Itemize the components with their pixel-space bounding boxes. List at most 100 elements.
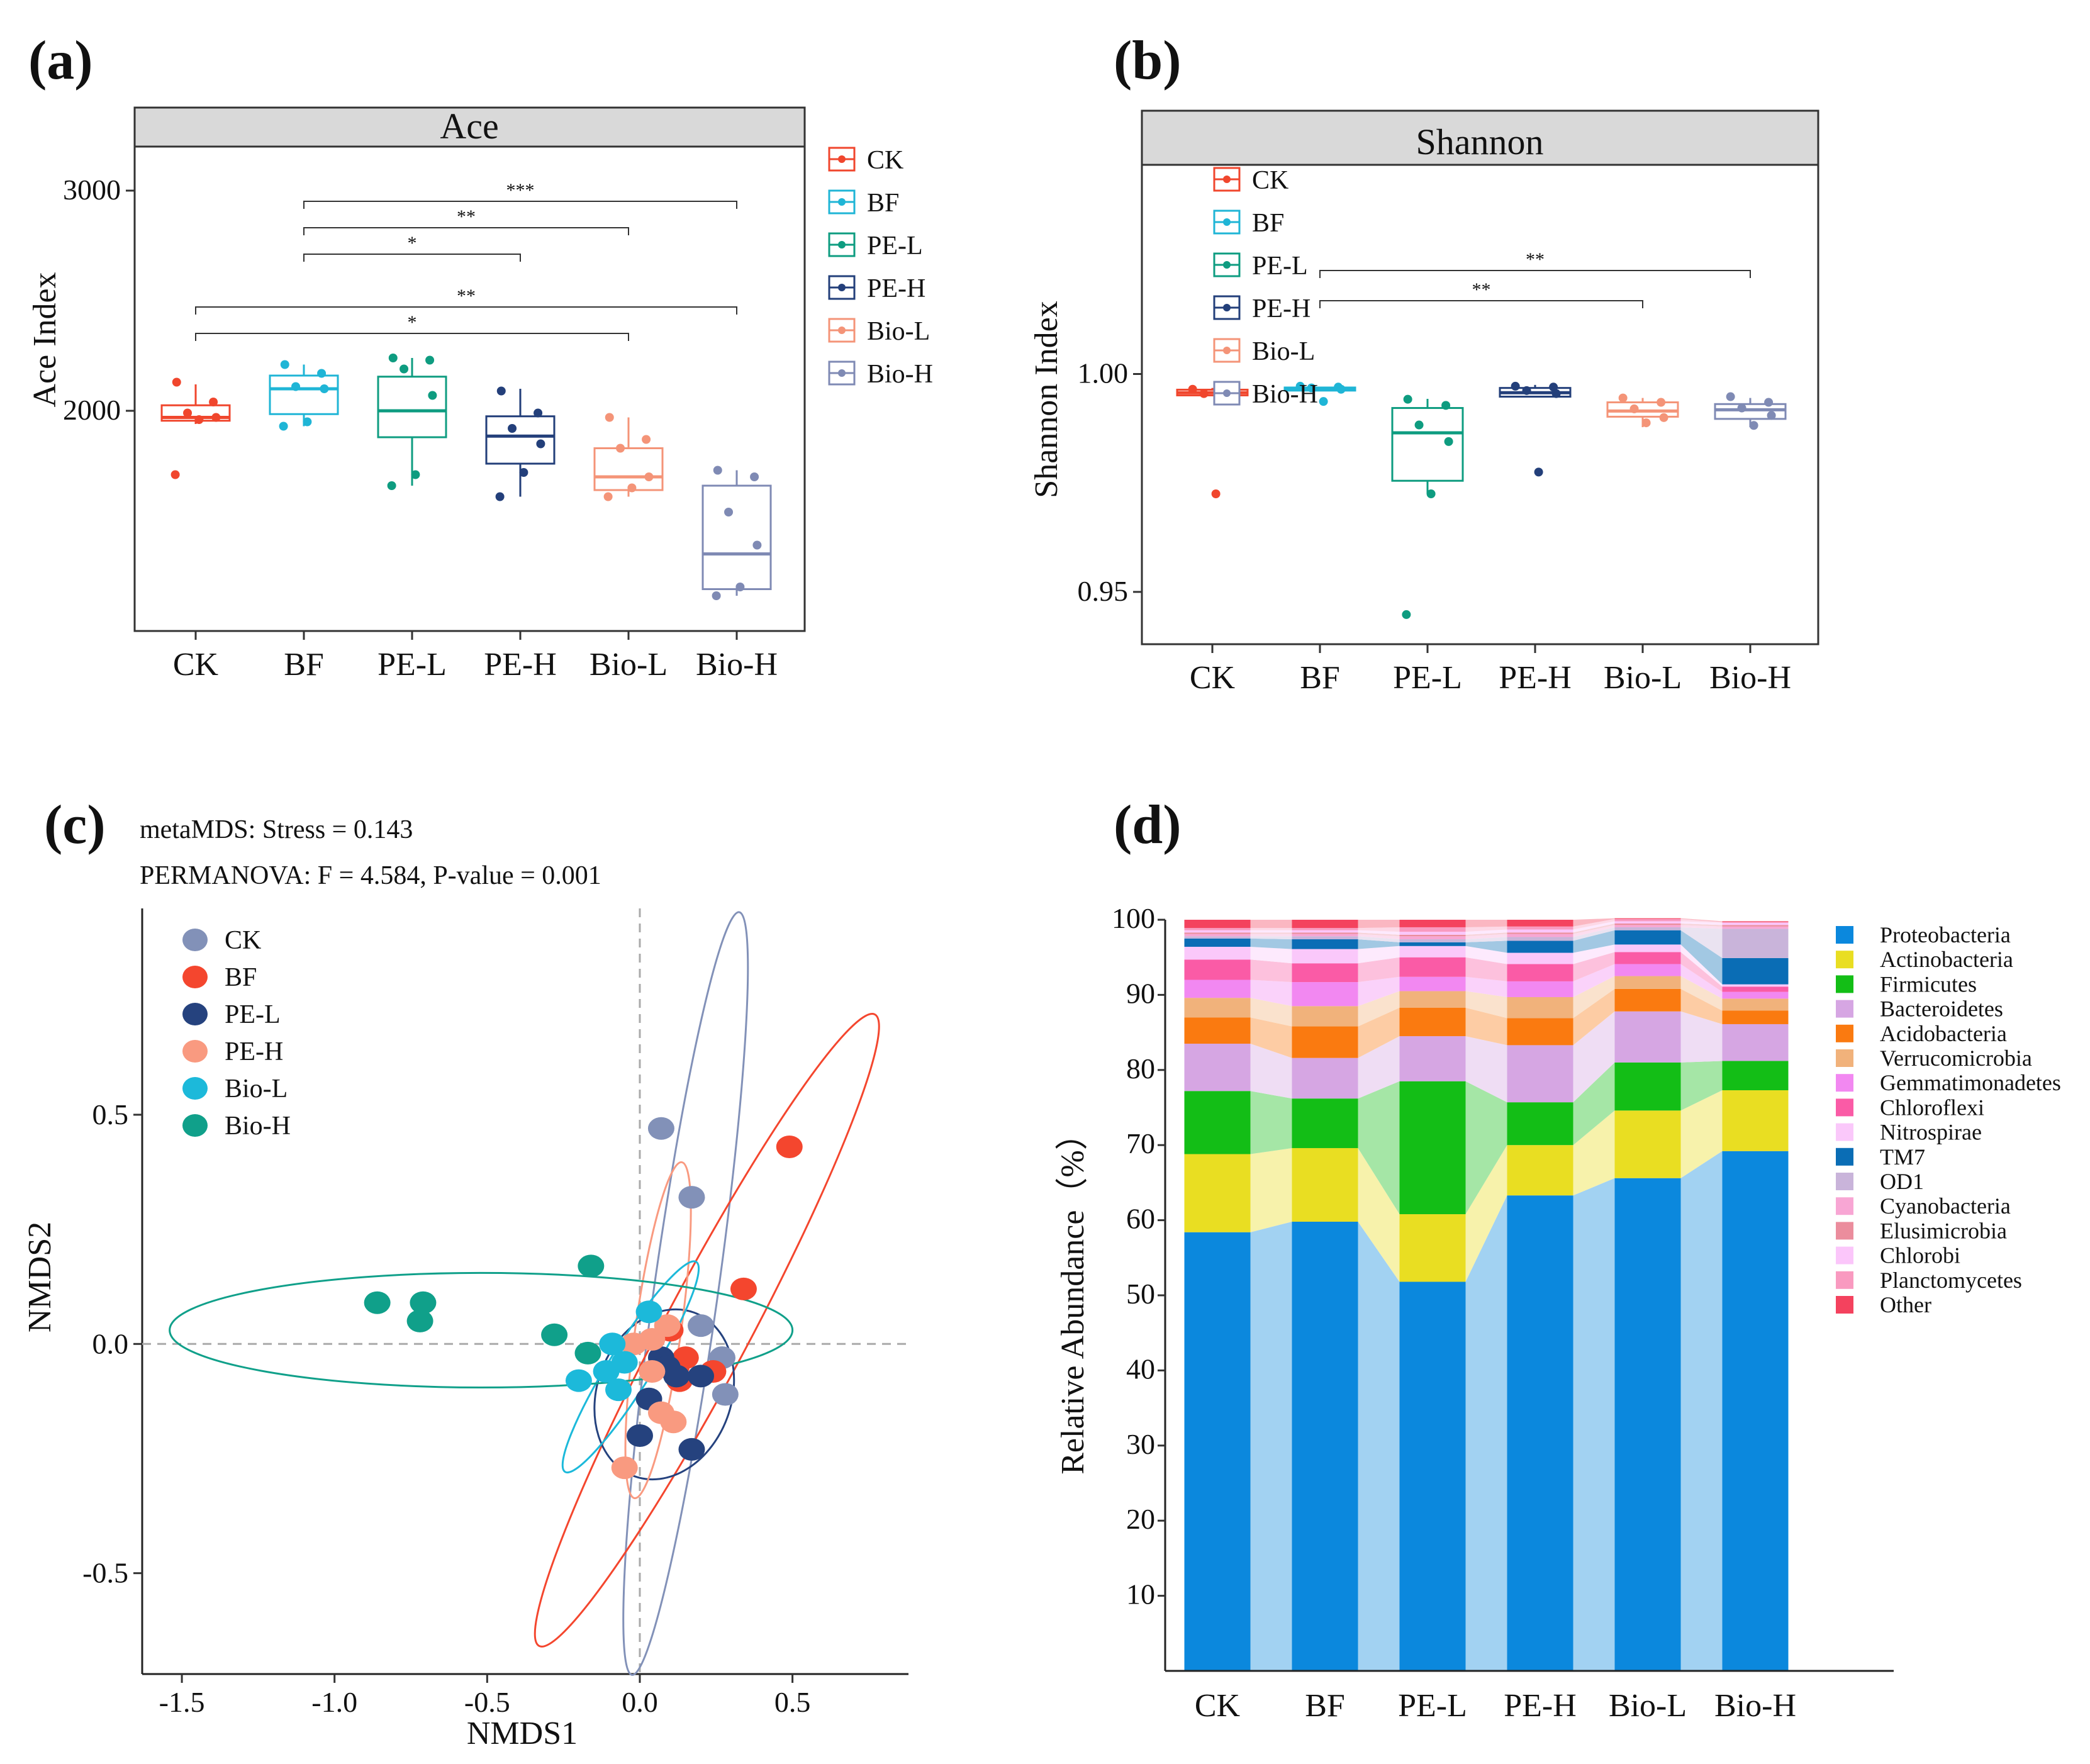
flow-band-acidobacteria [1573, 988, 1615, 1046]
bar-segment-actinobacteria [1722, 1090, 1789, 1151]
data-point-bio-l [605, 1378, 632, 1402]
x-tick-label: 0.5 [774, 1686, 811, 1718]
legend-key-acidobacteria [1836, 1024, 1853, 1042]
flow-band-actinobacteria [1250, 1147, 1292, 1232]
y-ticks-b: 0.95 1.00 [1078, 357, 1142, 607]
significance-b: ** ** [1319, 249, 1751, 308]
legend-key-bio-l [182, 1077, 208, 1100]
legend-key-gemmatimonadetes [1836, 1074, 1853, 1092]
bar-segment-proteobacteria [1722, 1151, 1789, 1671]
legend-label-actinobacteria: Actinobacteria [1880, 947, 2013, 972]
panel-label-d: (d) [1114, 795, 1182, 856]
bar-segment-chloroflexi [1292, 963, 1358, 983]
bar-segment-cyanobacteria [1292, 934, 1358, 937]
bar-segment-od1 [1722, 929, 1789, 958]
x-tick-label: PE-H [1504, 1688, 1577, 1724]
flow-band-chloroflexi [1573, 952, 1615, 981]
bar-segment-other [1184, 920, 1251, 929]
bar-segment-chlorobi [1399, 932, 1466, 935]
legend-d: ProteobacteriaActinobacteriaFirmicutesBa… [1836, 922, 2061, 1317]
bar-segment-od1 [1614, 927, 1681, 930]
flow-band-verrucomicrobia [1680, 976, 1723, 1011]
bar-segment-acidobacteria [1507, 1018, 1573, 1046]
legend-label-od1: OD1 [1880, 1169, 1924, 1194]
data-point-ck [647, 1117, 674, 1140]
bar-segment-bacteroidetes [1292, 1058, 1358, 1099]
panel-label-c: (c) [44, 795, 106, 856]
bar-segment-firmicutes [1614, 1062, 1681, 1111]
bar-segment-verrucomicrobia [1722, 998, 1789, 1011]
significance-a: ********* [195, 180, 737, 341]
bar-segment-planctomycetes [1399, 927, 1466, 932]
significance-bracket [1319, 300, 1643, 308]
bar-segment-actinobacteria [1184, 1154, 1251, 1232]
x-ticks-b: CK BF PE-L PE-H Bio-L Bio-H [1190, 644, 1791, 696]
flow-band-bacteroidetes [1680, 1011, 1723, 1063]
flow-band-bacteroidetes [1250, 1044, 1292, 1099]
ellipses-c [169, 911, 880, 1676]
flow-band-tm7 [1358, 939, 1400, 949]
y-ticks-d: 10 20 30 40 50 60 70 80 90 100 [1112, 902, 1165, 1610]
x-tick-label: BF [1305, 1688, 1345, 1724]
legend-key-other [1836, 1296, 1853, 1314]
stacked-bars-d [1184, 918, 1789, 1671]
bar-segment-elusimicrobia [1722, 925, 1789, 927]
panel-label-b: (b) [1114, 30, 1182, 91]
legend-key-dot-pe-l [1223, 261, 1231, 269]
data-point-bio-l [603, 492, 613, 501]
bar-segment-bacteroidetes [1614, 1011, 1681, 1063]
x-tick-label: 0.0 [622, 1686, 658, 1718]
bar-segment-actinobacteria [1399, 1214, 1466, 1282]
flow-band-actinobacteria [1358, 1147, 1400, 1282]
data-point-bf [317, 369, 327, 378]
legend-label-pe-h: PE-H [867, 274, 925, 303]
y-axis-label-a: Ace Index [27, 272, 63, 407]
bar-segment-proteobacteria [1292, 1221, 1358, 1671]
flow-band-gemmatimonadetes [1465, 976, 1507, 997]
data-point-pe-l [1402, 610, 1411, 619]
data-point-ck [678, 1186, 705, 1209]
data-point-ck [1211, 489, 1221, 499]
data-point-pe-l [1426, 489, 1436, 499]
significance-bracket [195, 333, 629, 341]
legend-label-bio-l: Bio-L [225, 1075, 288, 1103]
flow-band-chlorobi [1250, 930, 1292, 933]
data-point-bio-h [541, 1323, 568, 1346]
data-point-bio-l [605, 413, 614, 422]
flow-band-od1 [1250, 936, 1292, 940]
legend-key-dot-bio-h [838, 369, 846, 377]
x-tick-label: Bio-H [696, 647, 778, 683]
bar-segment-verrucomicrobia [1399, 991, 1466, 1008]
data-point-ck [172, 377, 181, 387]
data-point-ck [1199, 389, 1209, 398]
bar-segment-other [1507, 920, 1573, 927]
strip-b-title: Shannon [1416, 121, 1544, 162]
y-tick-label: 0.5 [92, 1098, 129, 1130]
flow-band-planctomycetes [1358, 927, 1400, 932]
legend-label-ck: CK [1252, 166, 1288, 195]
data-point-pe-h [495, 492, 505, 501]
data-point-bf [1295, 381, 1305, 391]
ticks-c: -1.5 -1.0 -0.5 0.0 0.5 0.5 0.0 -0.5 [82, 1098, 810, 1718]
legend-label-ck: CK [867, 146, 903, 175]
legend-label-planctomycetes: Planctomycetes [1880, 1268, 2022, 1293]
x-tick-label: Bio-L [590, 647, 668, 683]
flow-band-proteobacteria [1250, 1221, 1292, 1671]
data-point-ck [688, 1314, 715, 1337]
flow-band-od1 [1465, 937, 1507, 942]
x-tick-label: PE-H [1499, 660, 1572, 696]
bar-segment-actinobacteria [1614, 1110, 1681, 1178]
flow-band-bacteroidetes [1465, 1036, 1507, 1103]
flow-band-gemmatimonadetes [1573, 964, 1615, 997]
significance-bracket [303, 227, 629, 235]
y-tick-label: 3000 [63, 174, 121, 206]
boxes-b [1176, 381, 1787, 619]
data-point-pe-l [626, 1424, 653, 1448]
bar-segment-gemmatimonadetes [1722, 991, 1789, 999]
legend-key-od1 [1836, 1173, 1853, 1190]
bar-segment-tm7 [1614, 930, 1681, 945]
flow-band-elusimicrobia [1680, 923, 1723, 927]
data-point-pe-l [1403, 394, 1412, 404]
data-point-pe-h [1511, 381, 1520, 391]
data-point-bio-h [712, 591, 721, 600]
